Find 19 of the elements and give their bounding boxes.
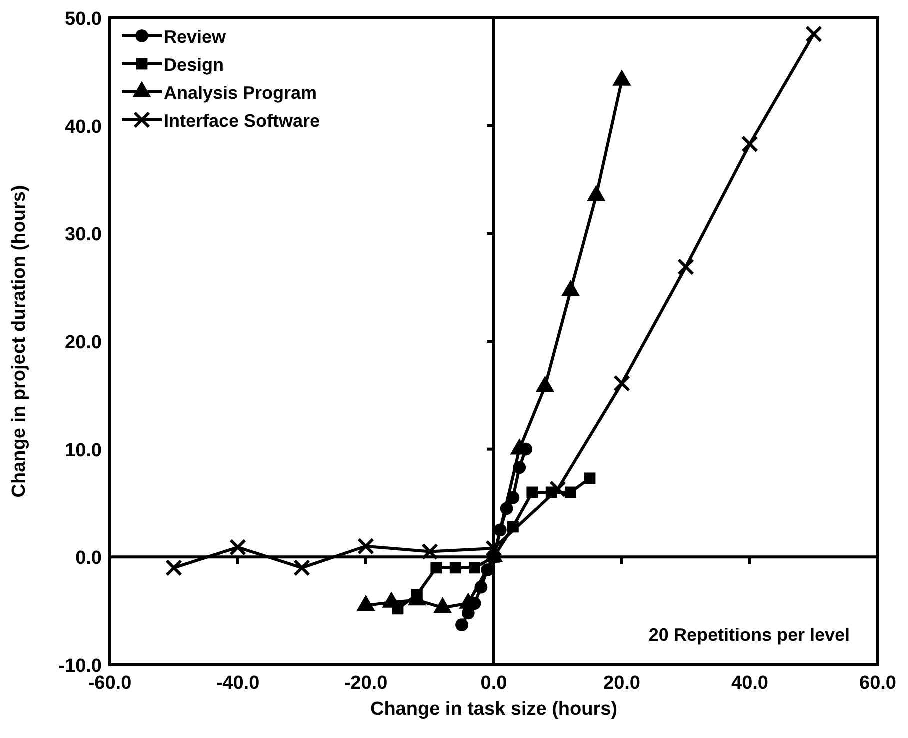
x-tick-label: -40.0	[216, 673, 260, 694]
y-tick-label: 30.0	[65, 224, 102, 246]
legend-label: Review	[164, 27, 228, 47]
x-tick-label: 20.0	[604, 673, 640, 694]
annotation: 20 Repetitions per level	[648, 625, 850, 645]
y-tick-label: 20.0	[65, 332, 102, 354]
y-tick-label: 10.0	[65, 440, 102, 462]
x-tick-label: 0.0	[480, 673, 508, 694]
y-axis-title: Change in project duration (hours)	[9, 185, 30, 498]
y-tick-label: 0.0	[76, 548, 102, 570]
y-tick-label: 50.0	[65, 9, 102, 30]
x-tick-label: -20.0	[344, 673, 388, 694]
y-tick-label: 40.0	[65, 116, 102, 138]
x-tick-label: 60.0	[860, 673, 896, 694]
legend-label: Design	[164, 55, 224, 75]
legend-label: Interface Software	[164, 111, 320, 131]
legend-label: Analysis Program	[164, 83, 318, 103]
x-tick-label: 40.0	[732, 673, 768, 694]
x-axis-title: Change in task size (hours)	[370, 699, 618, 720]
